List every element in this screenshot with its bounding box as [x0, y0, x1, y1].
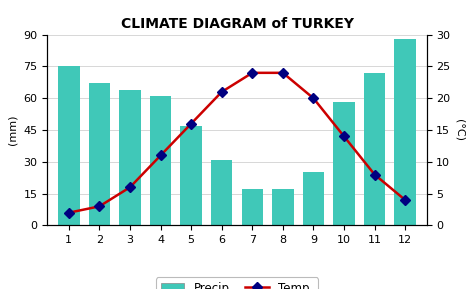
- Bar: [242, 189, 263, 225]
- Bar: [394, 39, 416, 225]
- Bar: [333, 103, 355, 225]
- Bar: [89, 84, 110, 225]
- Bar: [211, 160, 232, 225]
- Bar: [119, 90, 141, 225]
- Bar: [181, 126, 202, 225]
- Bar: [303, 173, 324, 225]
- Y-axis label: (mm): (mm): [8, 115, 18, 145]
- Bar: [364, 73, 385, 225]
- Bar: [150, 96, 171, 225]
- Bar: [272, 189, 293, 225]
- Bar: [58, 66, 80, 225]
- Legend: Precip., Temp.: Precip., Temp.: [156, 277, 318, 289]
- Y-axis label: (°C): (°C): [455, 119, 465, 141]
- Title: CLIMATE DIAGRAM of TURKEY: CLIMATE DIAGRAM of TURKEY: [120, 17, 354, 31]
